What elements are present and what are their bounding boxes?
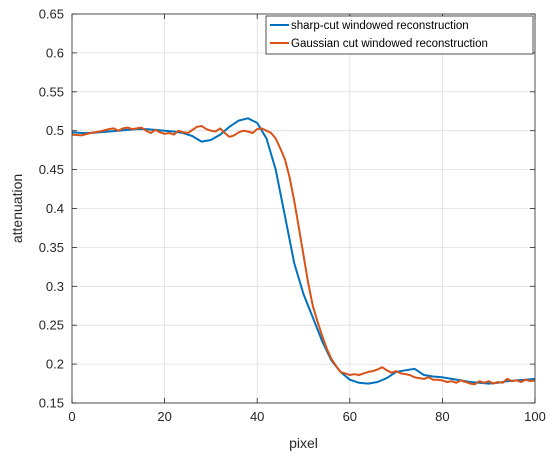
x-tick-label: 0	[68, 409, 75, 424]
grid	[71, 13, 536, 404]
ticks: 0 20 40 60 80 100 0.15 0.2 0.25 0.3 0.35 0.4 0.45 0.5…	[39, 7, 546, 425]
y-tick-label: 0.35	[39, 240, 64, 255]
y-tick-label: 0.55	[39, 84, 64, 99]
x-tick-label: 60	[343, 409, 357, 424]
y-tick-label: 0.2	[46, 357, 64, 372]
series-line-sharp-cut	[71, 117, 536, 385]
x-tick-label: 40	[250, 409, 264, 424]
x-tick-label: 100	[524, 409, 546, 424]
y-tick-label: 0.5	[46, 123, 64, 138]
y-tick-label: 0.4	[46, 201, 64, 216]
x-tick-label: 80	[435, 409, 449, 424]
x-tick-label: 20	[157, 409, 171, 424]
series-line-gaussian-cut	[71, 125, 536, 386]
series-layer	[71, 117, 536, 386]
legend-label-sharp: sharp-cut windowed reconstruction	[291, 20, 469, 32]
y-tick-label: 0.65	[39, 7, 64, 22]
legend-box	[265, 15, 534, 55]
y-tick-label: 0.45	[39, 162, 64, 177]
legend: sharp-cut windowed reconstruction Gaussi…	[265, 15, 534, 55]
y-tick-label: 0.3	[46, 279, 64, 294]
y-tick-label: 0.6	[46, 45, 64, 60]
y-axis-label: attenuation	[9, 174, 25, 243]
x-axis-label: pixel	[289, 435, 318, 451]
y-tick-label: 0.15	[39, 396, 64, 411]
legend-label-gaussian: Gaussian cut windowed reconstruction	[291, 38, 488, 50]
y-tick-label: 0.25	[39, 318, 64, 333]
